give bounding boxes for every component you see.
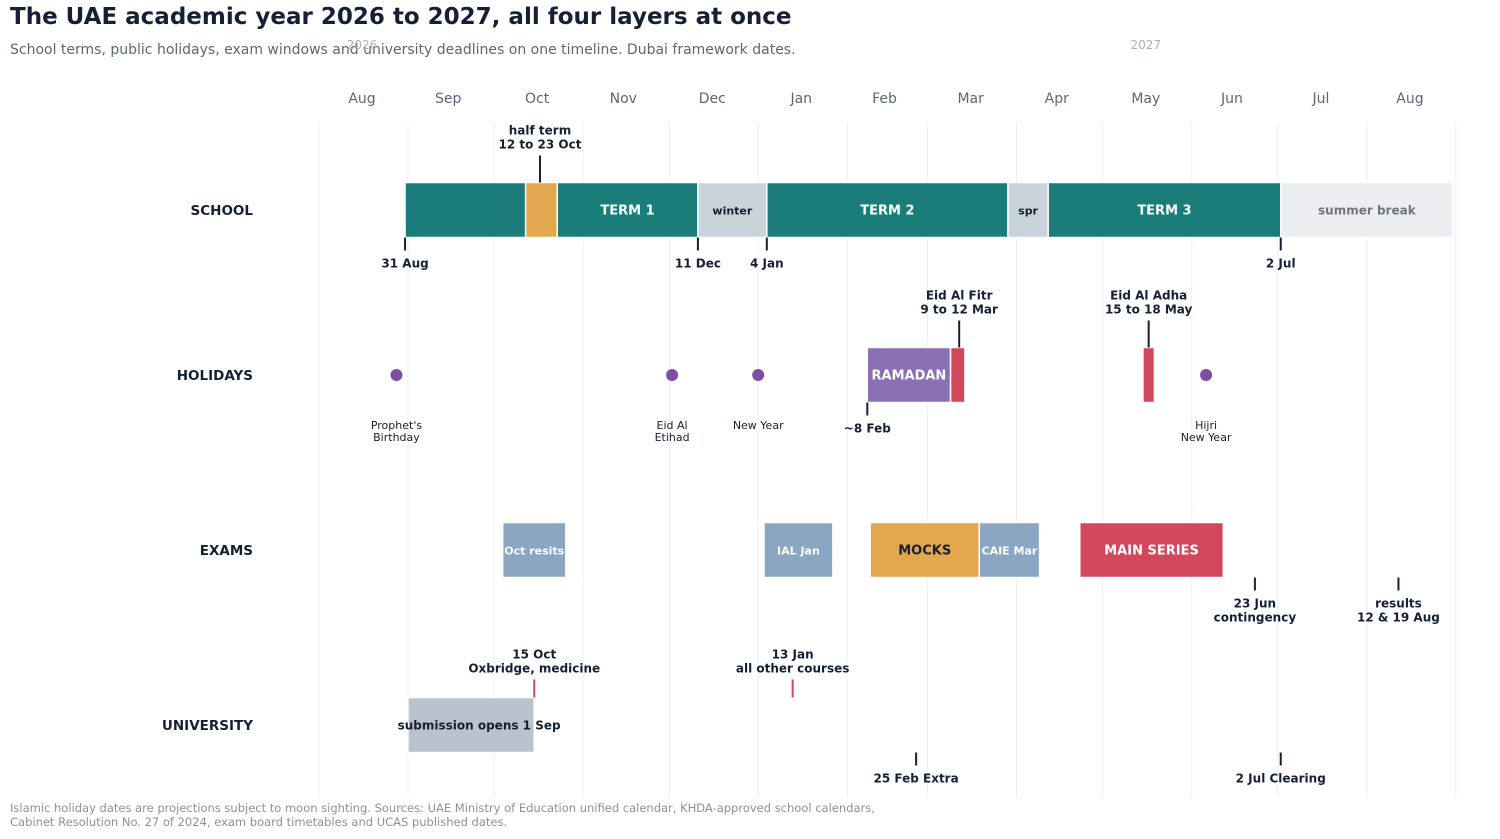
marker-holidays-8-feb-label-0: ~8 Feb: [844, 422, 891, 436]
marker-exams-results-label-1: 12 & 19 Aug: [1357, 611, 1440, 625]
bar-label-mocks: MOCKS: [898, 544, 951, 559]
marker-holidays-eid-al-adha-label-0: Eid Al Adha: [1110, 289, 1187, 303]
marker-holidays-eid-al-fitr-label-1: 9 to 12 Mar: [920, 303, 998, 317]
chart-title: The UAE academic year 2026 to 2027, all …: [10, 4, 792, 30]
lane-label-university: UNIVERSITY: [162, 718, 253, 734]
marker-exams-23-jun-label-0: 23 Jun: [1234, 597, 1276, 611]
marker-university-15-oct-label-1: Oxbridge, medicine: [468, 662, 600, 676]
month-label-6-feb: Feb: [872, 91, 897, 107]
bar-school-term-2: [766, 181, 1009, 239]
bar-exams-caie-mar: [978, 521, 1041, 579]
holiday-label-prophet-s-birthday-1: Birthday: [373, 431, 420, 444]
bar-holidays-9: [949, 346, 966, 404]
marker-school-4-jan-label-0: 4 Jan: [750, 257, 784, 271]
month-label-5-jan: Jan: [789, 91, 812, 107]
month-label-11-jul: Jul: [1311, 91, 1329, 107]
month-label-7-mar: Mar: [957, 91, 984, 107]
bar-school-summer-break: [1279, 181, 1454, 239]
bar-label-term-2: TERM 2: [860, 204, 914, 219]
month-label-10-jun: Jun: [1220, 91, 1243, 107]
month-label-4-dec: Dec: [699, 91, 726, 107]
bar-school-1: [524, 181, 558, 239]
bar-university-submission-opens-1-sep: [407, 696, 536, 754]
marker-holidays-eid-al-adha-label-1: 15 to 18 May: [1105, 303, 1193, 317]
footnote-line-2: Cabinet Resolution No. 27 of 2024, exam …: [10, 815, 508, 829]
bar-label-ramadan: RAMADAN: [872, 369, 947, 384]
marker-university-2-jul-clearing-label-0: 2 Jul Clearing: [1236, 772, 1326, 786]
lane-label-exams: EXAMS: [200, 543, 253, 559]
month-label-3-nov: Nov: [610, 91, 637, 107]
bar-label-summer-break: summer break: [1318, 204, 1417, 218]
month-label-2-oct: Oct: [525, 91, 550, 107]
holiday-label-eid-al-etihad-1: Etihad: [655, 431, 690, 444]
bar-label-winter: winter: [712, 205, 752, 218]
holiday-label-hijri-new-year-0: Hijri: [1195, 419, 1217, 432]
bar-holidays-ramadan: [866, 346, 952, 404]
footnote-line-1: Islamic holiday dates are projections su…: [10, 801, 875, 815]
marker-exams-results-label-0: results: [1375, 597, 1422, 611]
bar-school-0: [404, 181, 527, 239]
marker-school-half-term-label-0: half term: [509, 124, 571, 138]
bar-label-submission-opens-1-sep: submission opens 1 Sep: [398, 719, 561, 733]
marker-university-15-oct-label-0: 15 Oct: [512, 648, 556, 662]
marker-school-11-dec-label-0: 11 Dec: [675, 257, 721, 271]
marker-university-13-jan-label-0: 13 Jan: [772, 648, 814, 662]
marker-exams-23-jun-label-1: contingency: [1214, 611, 1297, 625]
footnote: Islamic holiday dates are projections su…: [10, 801, 875, 829]
bar-label-spr: spr: [1018, 205, 1038, 218]
marker-school-half-term-label-1: 12 to 23 Oct: [499, 138, 582, 152]
lane-label-holidays: HOLIDAYS: [177, 368, 253, 384]
holiday-label-hijri-new-year-1: New Year: [1181, 431, 1232, 444]
lane-label-school: SCHOOL: [191, 203, 254, 219]
marker-school-2-jul-label-0: 2 Jul: [1266, 257, 1296, 271]
holiday-dot-new-year: [752, 369, 765, 381]
holiday-dot-hijri-new-year: [1200, 369, 1213, 381]
bar-holidays-10: [1142, 346, 1156, 404]
bar-school-spr: [1007, 181, 1049, 239]
bar-label-oct-resits: Oct resits: [504, 545, 564, 558]
year-label-2027: 2027: [1131, 38, 1162, 52]
year-label-2026: 2026: [347, 38, 378, 52]
holiday-dot-prophet-s-birthday: [390, 369, 403, 381]
month-label-0-aug: Aug: [348, 91, 375, 107]
marker-university-25-feb-extra-label-0: 25 Feb Extra: [874, 772, 959, 786]
marker-school-31-aug-label-0: 31 Aug: [381, 257, 428, 271]
chart-subtitle: School terms, public holidays, exam wind…: [10, 42, 796, 58]
marker-holidays-eid-al-fitr-label-0: Eid Al Fitr: [926, 289, 993, 303]
marker-university-13-jan-label-1: all other courses: [736, 662, 850, 676]
holiday-label-eid-al-etihad-0: Eid Al: [657, 419, 688, 432]
month-label-8-apr: Apr: [1045, 91, 1069, 107]
bar-school-term-1: [556, 181, 699, 239]
holiday-dot-eid-al-etihad: [666, 369, 679, 381]
bar-label-ial-jan: IAL Jan: [777, 545, 820, 558]
holiday-label-prophet-s-birthday-0: Prophet's: [371, 419, 423, 432]
bar-label-term-1: TERM 1: [600, 204, 654, 219]
month-label-1-sep: Sep: [435, 91, 462, 107]
bar-exams-mocks: [869, 521, 981, 579]
bar-exams-ial-jan: [763, 521, 834, 579]
month-label-12-aug: Aug: [1396, 91, 1423, 107]
bar-label-main-series: MAIN SERIES: [1104, 544, 1199, 559]
bar-school-term-3: [1047, 181, 1282, 239]
bar-label-term-3: TERM 3: [1137, 204, 1191, 219]
bar-school-winter: [697, 181, 768, 239]
bar-label-caie-mar: CAIE Mar: [982, 545, 1038, 558]
bar-exams-main-series: [1079, 521, 1225, 579]
bar-exams-oct-resits: [501, 521, 567, 579]
month-label-9-may: May: [1131, 91, 1160, 107]
holiday-label-new-year-0: New Year: [733, 419, 784, 432]
